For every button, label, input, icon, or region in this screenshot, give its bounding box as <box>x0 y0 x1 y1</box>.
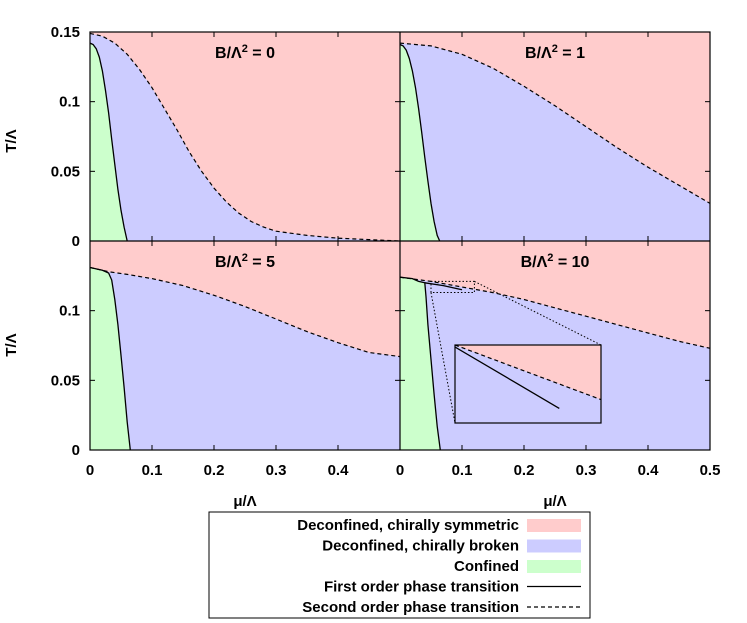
y-tick-label: 0.15 <box>51 24 80 41</box>
inset-region-broken <box>455 345 601 423</box>
y-tick-label: 0.05 <box>51 372 80 389</box>
y-axis-label-top: T/Λ <box>3 129 20 152</box>
x-tick-label: 0.4 <box>638 462 660 479</box>
y-tick-label: 0 <box>72 442 80 459</box>
legend-box <box>208 511 591 619</box>
x-tick-label: 0.4 <box>328 462 350 479</box>
region-broken-b0 <box>90 33 400 241</box>
legend: Deconfined, chirally symmetric Deconfined… <box>208 511 591 619</box>
zoom-source-rect <box>430 280 475 294</box>
first-order-line-b1 <box>400 43 441 241</box>
second-order-line-b1 <box>400 42 710 204</box>
x-tick-label: 0.3 <box>576 462 597 479</box>
y-tick-label: 0 <box>72 233 80 250</box>
legend-swatch <box>527 560 581 573</box>
panel-title-b1: B/Λ2 = 1 <box>525 43 585 62</box>
x-tick-label: 0 <box>86 462 94 479</box>
zoom-connector-right <box>474 280 602 346</box>
region-broken-b1 <box>400 43 710 241</box>
legend-label: First order phase transition <box>324 579 519 596</box>
y-tick-label: 0.05 <box>51 163 80 180</box>
ticks-layer: 000.050.050.10.10.150 00.1 0.10.2 0.20.3 0.3… <box>51 24 721 479</box>
region-confined-b5 <box>90 267 131 450</box>
panel-title-b5: B/Λ2 = 5 <box>215 252 275 271</box>
panel-title-b10: B/Λ2 = 10 <box>521 252 590 271</box>
first-order-tail-b10 <box>424 282 463 291</box>
x-tick-label: 0.3 <box>266 462 287 479</box>
inset-second-order-line <box>455 345 601 401</box>
panel-b5 <box>90 241 400 450</box>
inset-zoom <box>454 344 602 424</box>
panel-b0 <box>90 32 400 241</box>
x-tick-label: 0.1 <box>142 462 163 479</box>
legend-label: Confined <box>454 558 519 575</box>
first-order-line-b5 <box>90 266 131 450</box>
region-confined-b1 <box>400 44 440 241</box>
x-tick-label: 0.2 <box>204 462 225 479</box>
region-confined-b10 <box>400 277 441 450</box>
second-order-line-b5 <box>90 266 400 358</box>
x-tick-label: 0.2 <box>514 462 535 479</box>
panel-b10 <box>400 241 710 450</box>
x-tick-label: 0 <box>396 462 404 479</box>
x-tick-label: 0.1 <box>452 462 473 479</box>
legend-label: Deconfined, chirally symmetric <box>297 517 519 534</box>
second-order-line-b10 <box>400 276 710 349</box>
region-broken-b5 <box>90 267 400 450</box>
zoom-connector-left <box>430 292 456 424</box>
titles-layer: B/Λ2 = 0 B/Λ2 = 1 B/Λ2 = 5 B/Λ2 = 10 <box>215 43 589 271</box>
inset-first-order-line <box>455 346 560 409</box>
y-axis-label-bottom: T/Λ <box>3 333 20 356</box>
y-tick-label: 0.1 <box>59 303 80 320</box>
first-order-line-b10 <box>400 276 441 450</box>
panels-layer <box>90 32 710 450</box>
second-order-line-b0 <box>90 32 400 241</box>
x-axis-label-left: μ/Λ <box>233 493 256 510</box>
legend-label: Second order phase transition <box>302 599 519 616</box>
legend-swatch <box>527 539 581 553</box>
x-tick-label: 0.5 <box>700 462 721 479</box>
y-tick-label: 0.1 <box>59 94 80 111</box>
legend-label: Deconfined, chirally broken <box>322 538 519 555</box>
first-order-line-b0 <box>90 42 128 241</box>
panel-title-b0: B/Λ2 = 0 <box>215 43 275 62</box>
x-axis-label-right: μ/Λ <box>543 493 566 510</box>
panel-b1 <box>400 32 710 241</box>
inset-frame <box>454 344 602 424</box>
legend-swatch <box>527 519 581 532</box>
